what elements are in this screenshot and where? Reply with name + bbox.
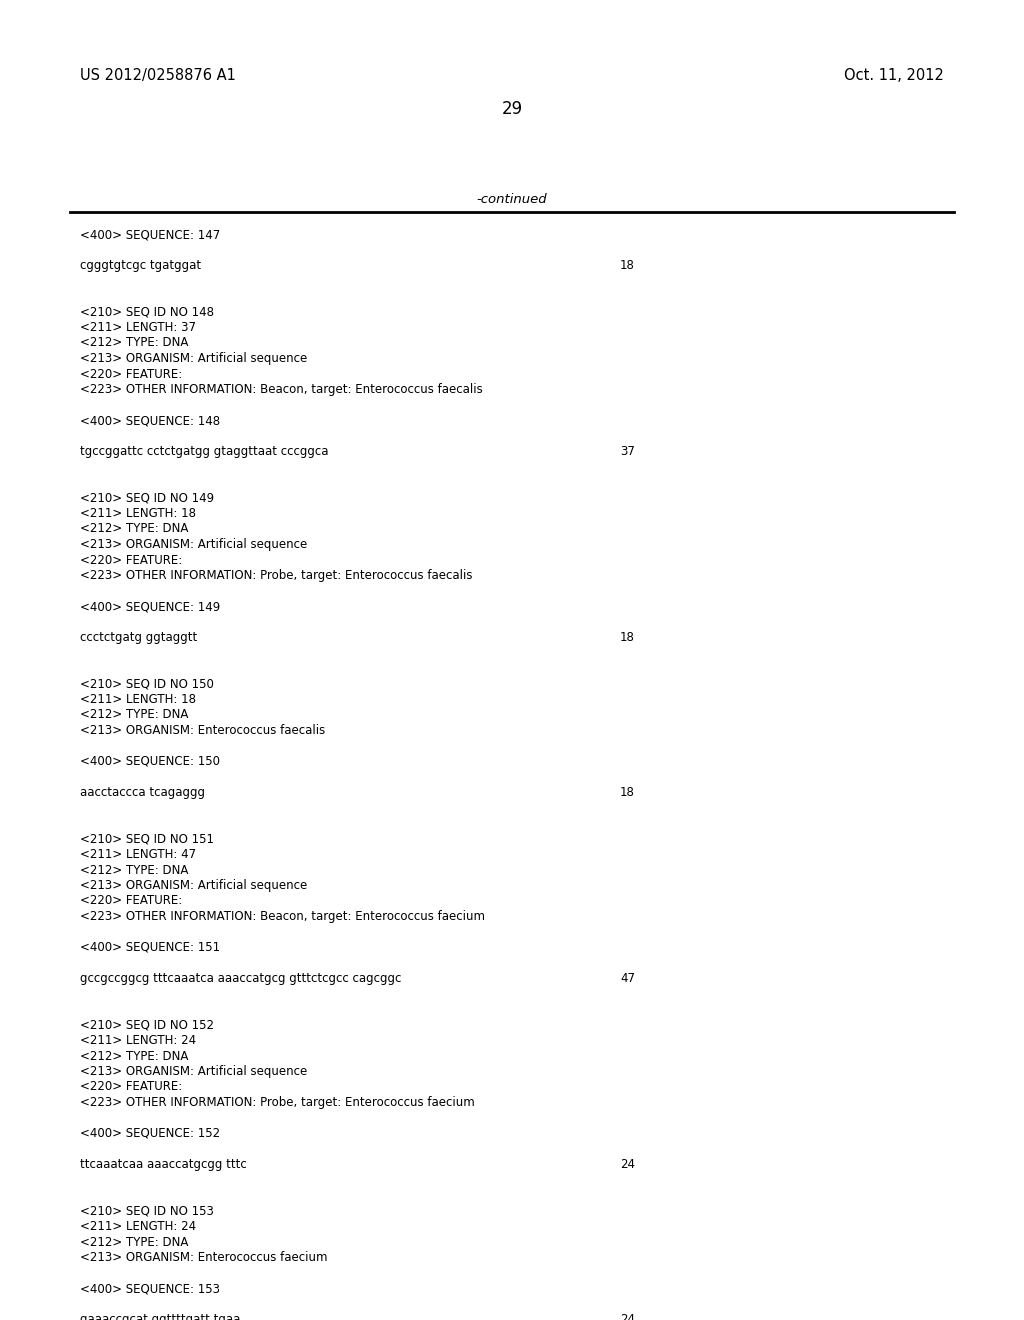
- Text: tgccggattc cctctgatgg gtaggttaat cccggca: tgccggattc cctctgatgg gtaggttaat cccggca: [80, 445, 329, 458]
- Text: <213> ORGANISM: Artificial sequence: <213> ORGANISM: Artificial sequence: [80, 879, 307, 892]
- Text: <210> SEQ ID NO 151: <210> SEQ ID NO 151: [80, 833, 214, 846]
- Text: cgggtgtcgc tgatggat: cgggtgtcgc tgatggat: [80, 259, 201, 272]
- Text: <400> SEQUENCE: 153: <400> SEQUENCE: 153: [80, 1282, 220, 1295]
- Text: <211> LENGTH: 47: <211> LENGTH: 47: [80, 847, 197, 861]
- Text: ttcaaatcaa aaaccatgcgg tttc: ttcaaatcaa aaaccatgcgg tttc: [80, 1158, 247, 1171]
- Text: 29: 29: [502, 100, 522, 117]
- Text: 47: 47: [620, 972, 635, 985]
- Text: <212> TYPE: DNA: <212> TYPE: DNA: [80, 863, 188, 876]
- Text: gaaaccgcat ggttttgatt tgaa: gaaaccgcat ggttttgatt tgaa: [80, 1313, 241, 1320]
- Text: <220> FEATURE:: <220> FEATURE:: [80, 895, 182, 908]
- Text: <211> LENGTH: 18: <211> LENGTH: 18: [80, 693, 196, 706]
- Text: Oct. 11, 2012: Oct. 11, 2012: [844, 69, 944, 83]
- Text: <211> LENGTH: 18: <211> LENGTH: 18: [80, 507, 196, 520]
- Text: <223> OTHER INFORMATION: Beacon, target: Enterococcus faecium: <223> OTHER INFORMATION: Beacon, target:…: [80, 909, 485, 923]
- Text: aacctaccca tcagaggg: aacctaccca tcagaggg: [80, 785, 205, 799]
- Text: gccgccggcg tttcaaatca aaaccatgcg gtttctcgcc cagcggc: gccgccggcg tttcaaatca aaaccatgcg gtttctc…: [80, 972, 401, 985]
- Text: <400> SEQUENCE: 149: <400> SEQUENCE: 149: [80, 601, 220, 612]
- Text: <213> ORGANISM: Enterococcus faecalis: <213> ORGANISM: Enterococcus faecalis: [80, 723, 326, 737]
- Text: <211> LENGTH: 37: <211> LENGTH: 37: [80, 321, 196, 334]
- Text: 24: 24: [620, 1158, 635, 1171]
- Text: <212> TYPE: DNA: <212> TYPE: DNA: [80, 523, 188, 536]
- Text: <400> SEQUENCE: 150: <400> SEQUENCE: 150: [80, 755, 220, 768]
- Text: 24: 24: [620, 1313, 635, 1320]
- Text: <212> TYPE: DNA: <212> TYPE: DNA: [80, 1236, 188, 1249]
- Text: <212> TYPE: DNA: <212> TYPE: DNA: [80, 709, 188, 722]
- Text: <210> SEQ ID NO 150: <210> SEQ ID NO 150: [80, 677, 214, 690]
- Text: 18: 18: [620, 631, 635, 644]
- Text: <223> OTHER INFORMATION: Beacon, target: Enterococcus faecalis: <223> OTHER INFORMATION: Beacon, target:…: [80, 383, 482, 396]
- Text: 18: 18: [620, 259, 635, 272]
- Text: <213> ORGANISM: Enterococcus faecium: <213> ORGANISM: Enterococcus faecium: [80, 1251, 328, 1265]
- Text: <400> SEQUENCE: 152: <400> SEQUENCE: 152: [80, 1127, 220, 1140]
- Text: <400> SEQUENCE: 148: <400> SEQUENCE: 148: [80, 414, 220, 426]
- Text: <213> ORGANISM: Artificial sequence: <213> ORGANISM: Artificial sequence: [80, 1065, 307, 1078]
- Text: US 2012/0258876 A1: US 2012/0258876 A1: [80, 69, 236, 83]
- Text: 18: 18: [620, 785, 635, 799]
- Text: <211> LENGTH: 24: <211> LENGTH: 24: [80, 1220, 197, 1233]
- Text: ccctctgatg ggtaggtt: ccctctgatg ggtaggtt: [80, 631, 198, 644]
- Text: 37: 37: [620, 445, 635, 458]
- Text: -continued: -continued: [477, 193, 547, 206]
- Text: <400> SEQUENCE: 147: <400> SEQUENCE: 147: [80, 228, 220, 242]
- Text: <220> FEATURE:: <220> FEATURE:: [80, 1081, 182, 1093]
- Text: <210> SEQ ID NO 149: <210> SEQ ID NO 149: [80, 491, 214, 504]
- Text: <210> SEQ ID NO 148: <210> SEQ ID NO 148: [80, 305, 214, 318]
- Text: <212> TYPE: DNA: <212> TYPE: DNA: [80, 337, 188, 350]
- Text: <213> ORGANISM: Artificial sequence: <213> ORGANISM: Artificial sequence: [80, 539, 307, 550]
- Text: <220> FEATURE:: <220> FEATURE:: [80, 367, 182, 380]
- Text: <223> OTHER INFORMATION: Probe, target: Enterococcus faecium: <223> OTHER INFORMATION: Probe, target: …: [80, 1096, 475, 1109]
- Text: <400> SEQUENCE: 151: <400> SEQUENCE: 151: [80, 941, 220, 954]
- Text: <210> SEQ ID NO 153: <210> SEQ ID NO 153: [80, 1204, 214, 1217]
- Text: <212> TYPE: DNA: <212> TYPE: DNA: [80, 1049, 188, 1063]
- Text: <220> FEATURE:: <220> FEATURE:: [80, 553, 182, 566]
- Text: <223> OTHER INFORMATION: Probe, target: Enterococcus faecalis: <223> OTHER INFORMATION: Probe, target: …: [80, 569, 472, 582]
- Text: <211> LENGTH: 24: <211> LENGTH: 24: [80, 1034, 197, 1047]
- Text: <213> ORGANISM: Artificial sequence: <213> ORGANISM: Artificial sequence: [80, 352, 307, 366]
- Text: <210> SEQ ID NO 152: <210> SEQ ID NO 152: [80, 1019, 214, 1031]
